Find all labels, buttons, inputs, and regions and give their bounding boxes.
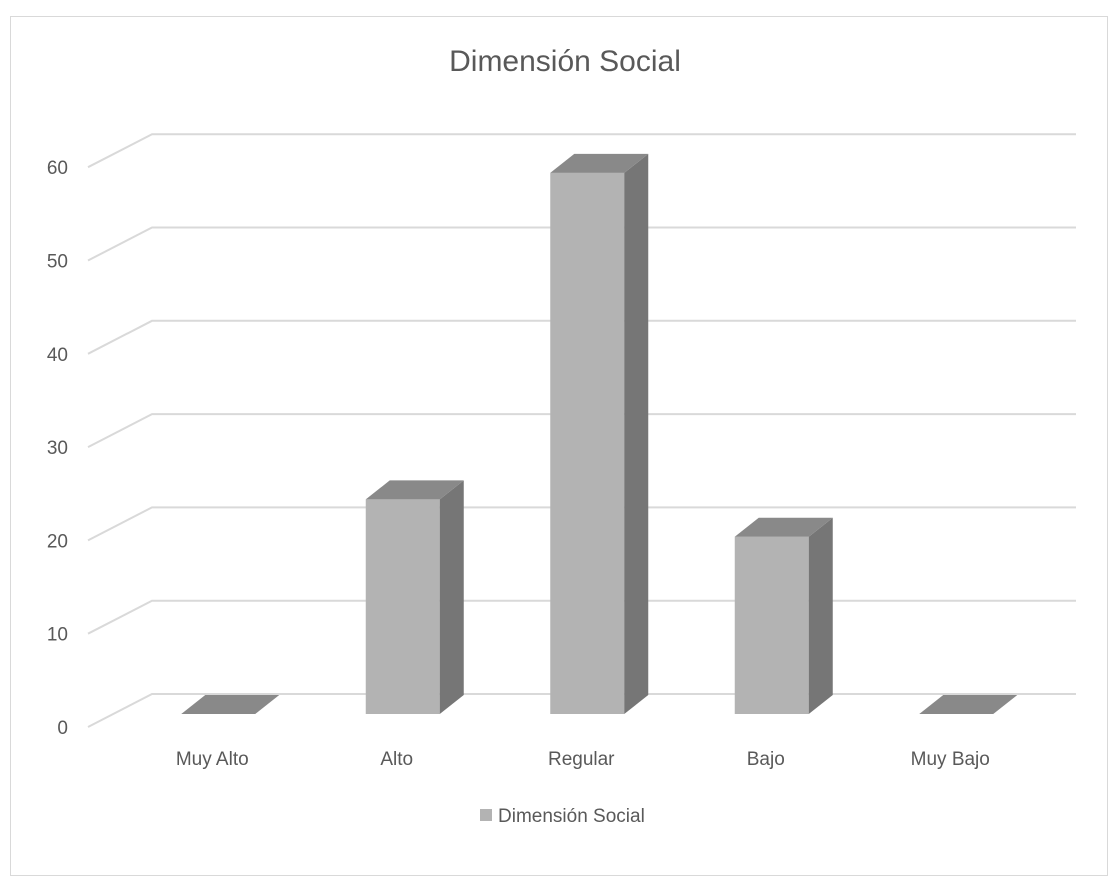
bar-front <box>550 172 625 715</box>
bar <box>550 153 649 715</box>
chart-svg: Dimensión Social 0 10 20 30 40 50 60 Muy Alto A… <box>47 45 1076 827</box>
x-category-label: Regular <box>548 749 615 770</box>
y-tick-label: 20 <box>47 531 68 552</box>
bar <box>734 517 833 714</box>
bar <box>919 695 1018 714</box>
bars <box>181 153 1018 715</box>
bar-top <box>181 695 280 714</box>
legend: Dimensión Social <box>480 806 645 827</box>
gridline <box>87 226 1076 262</box>
y-tick-label: 40 <box>47 345 68 366</box>
legend-label: Dimensión Social <box>498 806 645 827</box>
bar-front <box>734 536 809 714</box>
bar-top <box>365 480 464 500</box>
x-category-label: Muy Bajo <box>911 749 990 770</box>
chart-title: Dimensión Social <box>449 45 681 78</box>
y-tick-label: 0 <box>57 718 68 739</box>
x-axis-labels: Muy Alto Alto Regular Bajo Muy Bajo <box>176 749 990 770</box>
bar-side <box>808 517 833 714</box>
x-category-label: Alto <box>380 749 413 770</box>
legend-swatch <box>480 809 492 821</box>
x-category-label: Bajo <box>747 749 785 770</box>
y-tick-label: 60 <box>47 158 68 179</box>
y-axis-ticks: 0 10 20 30 40 50 60 <box>47 158 68 739</box>
gridline <box>87 133 1076 169</box>
y-tick-label: 50 <box>47 252 68 273</box>
y-tick-label: 10 <box>47 625 68 646</box>
gridline <box>87 413 1076 448</box>
bar-front <box>365 499 440 714</box>
bar <box>181 695 280 714</box>
bar-side <box>624 153 649 715</box>
gridline <box>87 319 1076 355</box>
bar-top <box>734 517 833 537</box>
bar-side <box>439 480 464 714</box>
y-tick-label: 30 <box>47 438 68 459</box>
x-category-label: Muy Alto <box>176 749 249 770</box>
bar-top <box>919 695 1018 714</box>
bar <box>365 480 464 714</box>
gridline <box>87 506 1076 542</box>
bar-top <box>550 153 649 173</box>
